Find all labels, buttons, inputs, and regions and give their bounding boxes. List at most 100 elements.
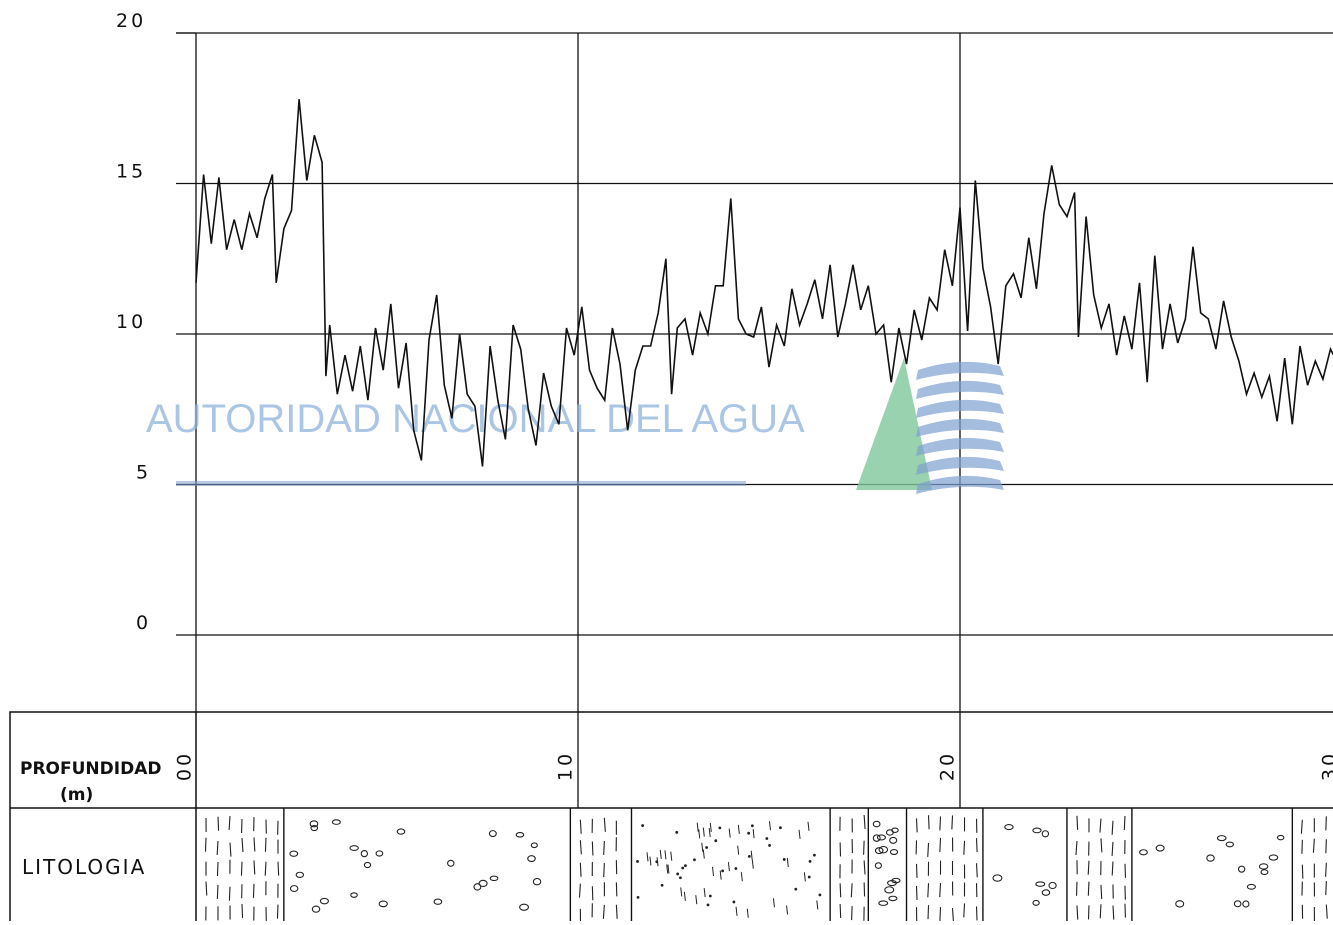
y-tick-label: 5 — [136, 462, 151, 484]
pattern-dash — [864, 860, 865, 874]
pattern-dash — [953, 908, 954, 921]
pattern-pebble — [1033, 900, 1039, 905]
pattern-pebble — [364, 862, 370, 867]
pattern-dash — [1088, 882, 1089, 896]
pattern-pebble — [397, 829, 404, 834]
pattern-dot — [681, 867, 684, 870]
pattern-dash — [741, 872, 742, 881]
pattern-pebble — [448, 860, 454, 866]
pattern-dot — [661, 884, 664, 887]
pattern-dash — [668, 865, 669, 874]
pattern-dash — [940, 883, 941, 897]
pattern-pebble — [1176, 901, 1184, 907]
pattern-dash — [804, 872, 805, 881]
lithology-segment-vertical-dashes — [840, 808, 868, 921]
pattern-dash — [229, 816, 230, 830]
pattern-dash — [1313, 839, 1314, 853]
pattern-pebble — [1042, 831, 1048, 837]
pattern-dot — [747, 832, 750, 835]
pattern-dash — [940, 816, 941, 830]
pattern-dash — [1112, 842, 1113, 856]
pattern-pebble — [379, 901, 387, 907]
pattern-dash — [1100, 904, 1101, 918]
y-tick-label: 15 — [116, 161, 146, 183]
depth-tick-label: 30 — [1319, 751, 1333, 781]
pattern-dash — [684, 892, 685, 901]
pattern-pebble — [1243, 901, 1249, 907]
y-tick-label: 20 — [116, 10, 146, 32]
pattern-dash — [808, 822, 809, 831]
pattern-pebble — [887, 830, 894, 835]
pattern-pebble — [1277, 835, 1283, 839]
pattern-dash — [773, 898, 774, 907]
pattern-dash — [230, 843, 231, 857]
pattern-pebble — [516, 833, 523, 838]
pattern-pebble — [1207, 855, 1214, 861]
pattern-dash — [1302, 865, 1303, 879]
pattern-pebble — [361, 851, 367, 857]
pattern-dash — [977, 838, 978, 852]
pattern-dash — [254, 837, 255, 851]
pattern-dot — [783, 858, 786, 861]
pattern-pebble — [1049, 882, 1056, 888]
pattern-dash — [703, 828, 704, 837]
watermark-text: AUTORIDAD NACIONAL DEL AGUA — [146, 397, 805, 441]
pattern-dash — [940, 907, 941, 921]
pattern-pebble — [528, 856, 535, 862]
pattern-dash — [852, 906, 853, 920]
lithology-label: LITOLOGIA — [22, 855, 146, 879]
pattern-pebble — [332, 820, 340, 825]
pattern-dash — [241, 862, 242, 876]
pattern-pebble — [312, 906, 319, 912]
pattern-dash — [747, 909, 748, 918]
pattern-dash — [217, 841, 218, 855]
pattern-dot — [813, 854, 816, 857]
pattern-dot — [679, 876, 682, 879]
pattern-dash — [952, 815, 953, 829]
pattern-dash — [928, 883, 929, 897]
pattern-dash — [769, 821, 770, 830]
pattern-dash — [229, 887, 230, 901]
pattern-dash — [851, 883, 852, 897]
pattern-dot — [707, 903, 710, 906]
pattern-dash — [720, 871, 721, 880]
pattern-pebble — [296, 872, 303, 877]
pattern-dash — [1101, 885, 1102, 899]
pattern-dash — [604, 863, 605, 877]
pattern-pebble — [1042, 890, 1049, 895]
pattern-dash — [1326, 905, 1327, 919]
pattern-dash — [928, 843, 929, 857]
pattern-dash — [265, 862, 266, 876]
pattern-dash — [703, 850, 704, 859]
pattern-dash — [704, 888, 705, 897]
pattern-dash — [1077, 816, 1078, 830]
pattern-pebble — [320, 898, 328, 903]
pattern-dash — [665, 850, 666, 859]
pattern-dash — [592, 842, 593, 856]
watermark: AUTORIDAD NACIONAL DEL AGUA — [146, 358, 1004, 494]
pattern-dash — [710, 823, 711, 832]
pattern-pebble — [1140, 850, 1148, 855]
pattern-dot — [655, 860, 658, 863]
depth-tick-label: 00 — [174, 751, 196, 781]
pattern-pebble — [1247, 884, 1255, 889]
pattern-dash — [738, 825, 739, 834]
lithology-segment-dense-circles — [873, 808, 906, 921]
pattern-dot — [705, 846, 708, 849]
pattern-pebble — [1217, 836, 1226, 841]
lithology-segment-vertical-dashes — [1076, 808, 1132, 921]
pattern-dash — [1112, 821, 1113, 835]
pattern-dash — [702, 843, 703, 852]
pattern-dot — [808, 876, 811, 879]
depth-label: PROFUNDIDAD — [20, 759, 161, 779]
pattern-dot — [721, 870, 724, 873]
pattern-dot — [765, 837, 768, 840]
pattern-dash — [277, 905, 278, 919]
pattern-pebble — [1261, 870, 1268, 875]
pattern-pebble — [1226, 842, 1233, 847]
pattern-dash — [840, 904, 841, 918]
pattern-dot — [732, 901, 735, 904]
pattern-pebble — [1005, 825, 1013, 830]
pattern-dash — [1100, 819, 1101, 833]
